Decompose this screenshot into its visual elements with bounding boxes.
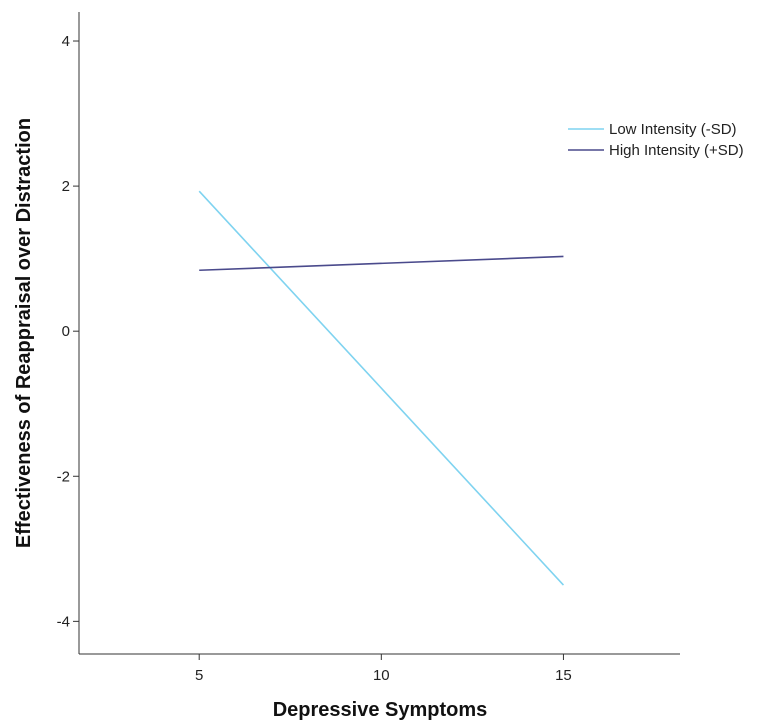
legend-label: High Intensity (+SD) [609, 142, 744, 159]
y-tick-label: 4 [62, 33, 70, 50]
series-line-low-intensity [198, 190, 565, 586]
x-ticks: 5 10 15 [195, 654, 572, 684]
axes [78, 12, 680, 655]
x-tick-label: 15 [555, 667, 572, 684]
y-tick-label: -4 [57, 613, 70, 630]
series-lines [198, 190, 565, 586]
y-tick-label: 0 [62, 323, 70, 340]
x-tick-label: 5 [195, 667, 203, 684]
x-tick-label: 10 [373, 667, 390, 684]
y-tick-label: 2 [62, 178, 70, 195]
legend-label: Low Intensity (-SD) [609, 121, 737, 138]
x-axis-title: Depressive Symptoms [273, 699, 488, 721]
series-line-high-intensity [199, 255, 564, 272]
y-tick-label: -2 [57, 468, 70, 485]
legend: Low Intensity (-SD) High Intensity (+SD) [568, 121, 744, 159]
y-ticks: -4 -2 0 2 4 [57, 33, 79, 630]
y-axis-title: Effectiveness of Reappraisal over Distra… [13, 118, 35, 548]
